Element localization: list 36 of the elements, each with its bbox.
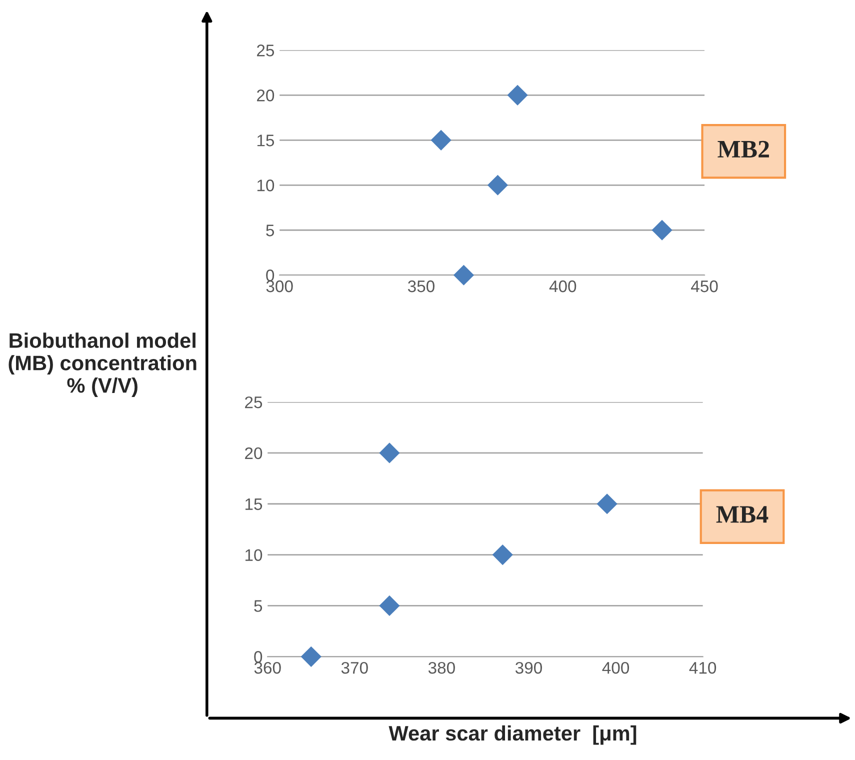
y-axis-title: Biobuthanol model (MB) concentration % (V/V) — [8, 332, 196, 397]
x-tick-label: 360 — [254, 662, 281, 674]
point — [300, 646, 322, 667]
point — [430, 130, 452, 150]
x-tick-label: 390 — [515, 662, 542, 674]
y-tick-label: 25 — [257, 44, 274, 56]
y-tick-label: 15 — [245, 498, 262, 510]
x-axis-title: Wear scar diameter [μm] — [388, 725, 636, 745]
point — [492, 544, 513, 566]
x-tick-label: 400 — [549, 280, 576, 292]
text: MB2 — [718, 140, 769, 158]
x-tick-label: 410 — [689, 662, 716, 674]
point — [487, 174, 508, 196]
y-tick-label: 20 — [245, 447, 262, 460]
y-tick-label: 0 — [254, 651, 262, 663]
y-tick-label: 15 — [257, 134, 274, 146]
x-tick-label: 350 — [408, 280, 434, 292]
x-tick-label: 300 — [266, 280, 293, 292]
text: MB4 — [716, 506, 768, 523]
x-tick-label: 450 — [691, 280, 718, 292]
point — [652, 220, 672, 240]
y-tick-label: 10 — [257, 180, 274, 192]
point — [507, 84, 528, 106]
point — [596, 494, 618, 514]
y-tick-label: 5 — [266, 224, 274, 236]
y-tick-label: 0 — [266, 270, 274, 282]
point — [379, 442, 400, 464]
point — [453, 264, 474, 286]
y-tick-label: 5 — [254, 600, 262, 612]
x-tick-label: 400 — [602, 662, 630, 674]
y-tick-label: 25 — [245, 396, 262, 408]
y-tick-label: 10 — [245, 549, 262, 562]
x-tick-label: 380 — [428, 662, 455, 674]
point — [379, 595, 400, 616]
y-tick-label: 20 — [257, 90, 274, 102]
x-tick-label: 370 — [341, 662, 368, 674]
